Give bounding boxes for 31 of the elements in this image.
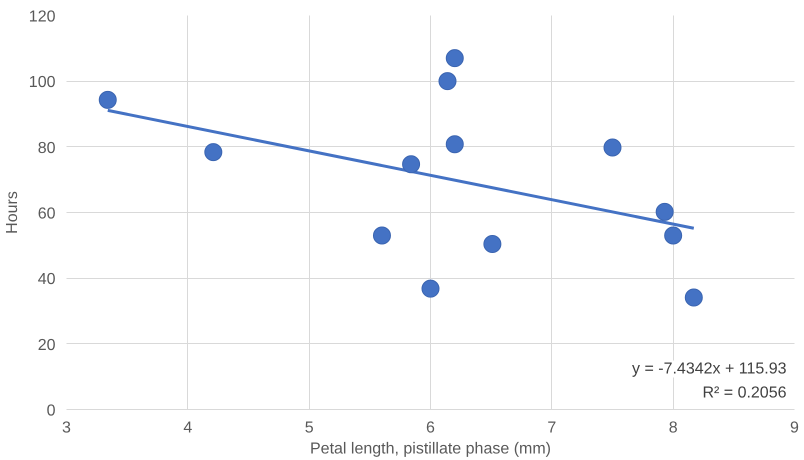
point <box>684 288 703 307</box>
x-tick-label: 6 <box>426 420 436 436</box>
point <box>483 235 502 254</box>
y-tick-label: 100 <box>28 74 56 92</box>
x-tick-label: 8 <box>668 420 678 436</box>
point <box>402 155 420 174</box>
x-tick-label: 5 <box>304 420 314 436</box>
point <box>604 138 622 156</box>
point <box>656 202 674 221</box>
point <box>664 226 682 244</box>
y-tick-label: 40 <box>38 271 56 288</box>
x-axis-title: Petal length, pistillate phase (mm) <box>310 440 551 458</box>
x-tick-label: 4 <box>183 420 192 436</box>
annotation: y = -7.4342x + 115.93 <box>632 360 787 378</box>
point <box>446 135 464 154</box>
x-tick-label: 9 <box>790 420 800 436</box>
point <box>372 226 391 244</box>
point <box>438 72 456 90</box>
y-tick-label: 0 <box>46 402 56 420</box>
y-axis-title: Hours <box>4 191 21 234</box>
x-tick-label: 7 <box>547 420 556 436</box>
point <box>446 49 464 68</box>
annotation: R² = 0.2056 <box>702 384 787 402</box>
y-tick-label: 120 <box>28 8 56 26</box>
x-tick-label: 3 <box>62 420 72 436</box>
point <box>422 280 440 298</box>
point <box>98 90 117 109</box>
y-tick-label: 80 <box>38 140 56 157</box>
y-tick-label: 20 <box>38 336 56 354</box>
point <box>204 143 222 162</box>
y-tick-label: 60 <box>38 206 56 222</box>
